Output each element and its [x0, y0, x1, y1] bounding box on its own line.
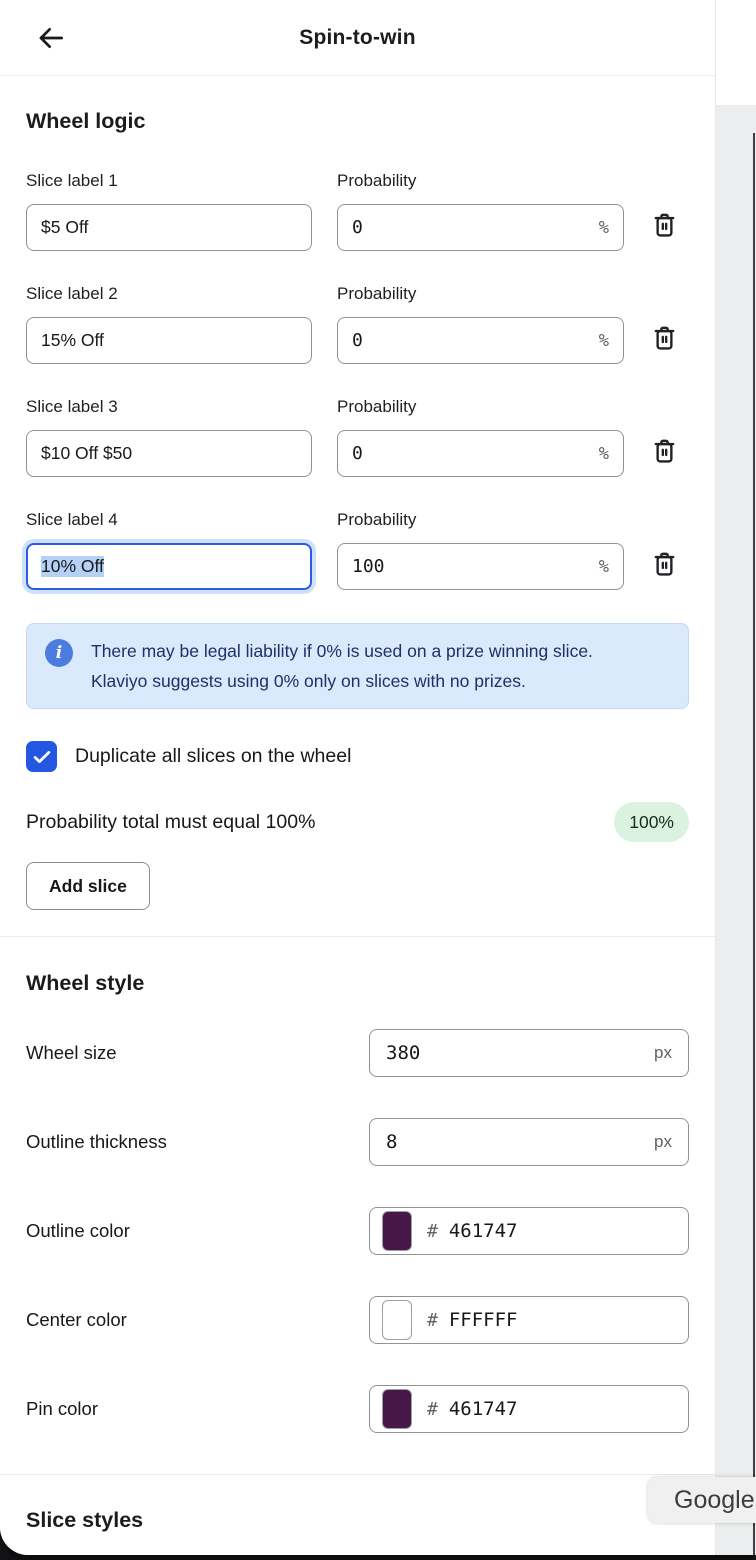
center-color-input[interactable]: # FFFFFF [369, 1296, 689, 1344]
slice-label-input-2[interactable]: 15% Off [26, 317, 312, 364]
hex-prefix: # [427, 1309, 438, 1331]
wheel-size-label: Wheel size [26, 1042, 117, 1063]
preview-dark-edge [753, 133, 755, 1555]
wheel-size-input[interactable]: 380 px [369, 1029, 689, 1077]
duplicate-slices-checkbox-row[interactable]: Duplicate all slices on the wheel [26, 741, 689, 772]
px-suffix: px [654, 1132, 672, 1151]
google-label: Google [674, 1485, 755, 1514]
page-title: Spin-to-win [299, 25, 416, 49]
delete-slice-button-2[interactable] [649, 325, 679, 355]
slice-row-2: Slice label 2 15% Off Probability 0 % [26, 284, 689, 364]
slice-label-2: Slice label 2 [26, 284, 118, 303]
panel-header: Spin-to-win [0, 0, 715, 76]
color-swatch[interactable] [382, 1211, 412, 1251]
preview-gray-area [716, 105, 756, 1555]
section-divider [0, 936, 715, 937]
outline-color-label: Outline color [26, 1220, 130, 1241]
percent-suffix: % [598, 556, 609, 577]
slice-label-input-3[interactable]: $10 Off $50 [26, 430, 312, 477]
wheel-logic-section: Wheel logic Slice label 1 $5 Off Probabi… [0, 76, 715, 937]
hex-prefix: # [427, 1398, 438, 1420]
google-attribution[interactable]: Google [648, 1477, 756, 1523]
settings-panel: Spin-to-win Wheel logic Slice label 1 $5… [0, 0, 716, 1555]
probability-label-3: Probability [337, 397, 417, 416]
probability-input-3[interactable]: 0 % [337, 430, 624, 477]
slice-label-input-4[interactable]: 10% Off [26, 543, 312, 590]
preview-edge-strip [716, 0, 756, 1555]
outline-color-input[interactable]: # 461747 [369, 1207, 689, 1255]
back-button[interactable] [34, 22, 68, 56]
probability-total-label: Probability total must equal 100% [26, 810, 316, 833]
percent-suffix: % [598, 443, 609, 464]
legal-info-banner: i There may be legal liability if 0% is … [26, 623, 689, 709]
delete-slice-button-1[interactable] [649, 212, 679, 242]
wheel-logic-heading: Wheel logic [26, 109, 146, 133]
slice-label-4: Slice label 4 [26, 510, 118, 529]
color-swatch[interactable] [382, 1389, 412, 1429]
probability-input-1[interactable]: 0 % [337, 204, 624, 251]
probability-label-4: Probability [337, 510, 417, 529]
center-color-row: Center color # FFFFFF [26, 1296, 689, 1344]
probability-total-row: Probability total must equal 100% 100% [26, 802, 689, 842]
percent-suffix: % [598, 217, 609, 238]
delete-slice-button-3[interactable] [649, 438, 679, 468]
next-section-heading: Slice styles [26, 1508, 144, 1532]
wheel-style-section: Wheel style Wheel size 380 px Outline th… [0, 937, 715, 1533]
slice-row-3: Slice label 3 $10 Off $50 Probability 0 … [26, 397, 689, 477]
slice-row-1: Slice label 1 $5 Off Probability 0 % [26, 171, 689, 251]
arrow-left-icon [35, 22, 67, 57]
duplicate-slices-label: Duplicate all slices on the wheel [75, 745, 352, 767]
color-swatch[interactable] [382, 1300, 412, 1340]
slice-label-input-1[interactable]: $5 Off [26, 204, 312, 251]
hex-prefix: # [427, 1220, 438, 1242]
delete-slice-button-4[interactable] [649, 551, 679, 581]
probability-input-2[interactable]: 0 % [337, 317, 624, 364]
outline-thickness-label: Outline thickness [26, 1131, 167, 1152]
pin-color-label: Pin color [26, 1398, 98, 1419]
probability-label-1: Probability [337, 171, 417, 190]
trash-icon [651, 438, 678, 468]
outline-thickness-input[interactable]: 8 px [369, 1118, 689, 1166]
outline-color-row: Outline color # 461747 [26, 1207, 689, 1255]
probability-total-badge: 100% [614, 802, 689, 842]
pin-color-row: Pin color # 461747 [26, 1385, 689, 1433]
info-icon: i [45, 639, 73, 667]
slice-label-3: Slice label 3 [26, 397, 118, 416]
wheel-size-row: Wheel size 380 px [26, 1029, 689, 1077]
trash-icon [651, 325, 678, 355]
legal-info-text: There may be legal liability if 0% is us… [91, 641, 593, 691]
px-suffix: px [654, 1043, 672, 1062]
trash-icon [651, 212, 678, 242]
probability-label-2: Probability [337, 284, 417, 303]
section-divider [0, 1474, 715, 1475]
center-color-label: Center color [26, 1309, 127, 1330]
add-slice-button[interactable]: Add slice [26, 862, 150, 910]
slice-label-1: Slice label 1 [26, 171, 118, 190]
percent-suffix: % [598, 330, 609, 351]
slice-row-4: Slice label 4 10% Off Probability 100 % [26, 510, 689, 590]
probability-input-4[interactable]: 100 % [337, 543, 624, 590]
outline-thickness-row: Outline thickness 8 px [26, 1118, 689, 1166]
checkbox-checked-icon[interactable] [26, 741, 57, 772]
wheel-style-heading: Wheel style [26, 971, 145, 995]
trash-icon [651, 551, 678, 581]
pin-color-input[interactable]: # 461747 [369, 1385, 689, 1433]
